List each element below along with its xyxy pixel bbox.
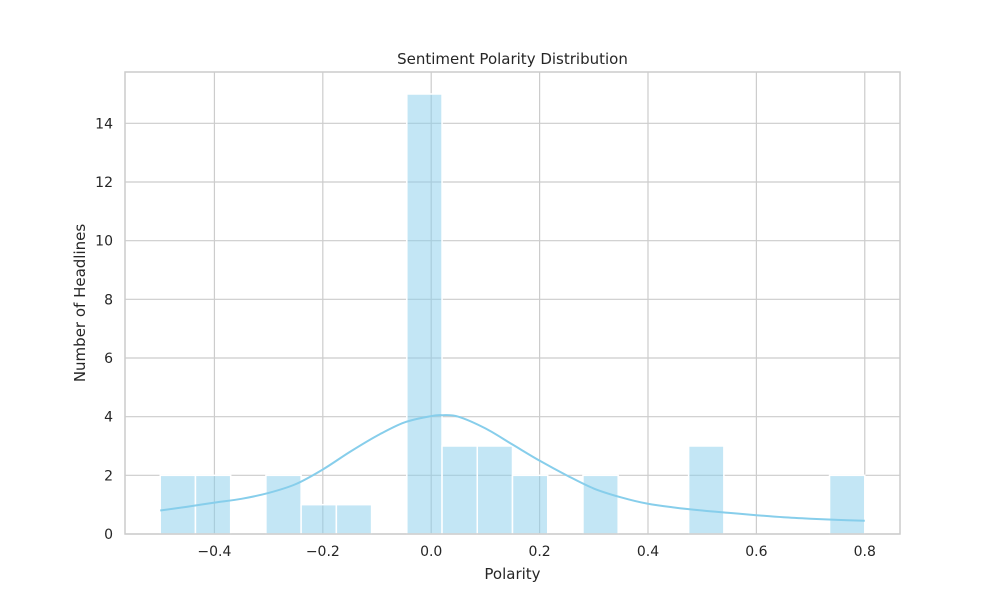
x-tick-label: 0.0 [420, 544, 442, 560]
x-axis-label: Polarity [484, 565, 540, 583]
histogram-bar [511, 474, 549, 535]
histogram-bar [335, 503, 373, 535]
y-tick-label: 8 [104, 292, 113, 308]
x-tick-label: 0.4 [637, 544, 659, 560]
y-tick-label: 4 [104, 410, 113, 426]
x-tick-label: 0.6 [745, 544, 767, 560]
y-tick-label: 10 [95, 234, 113, 250]
histogram-bar [406, 93, 443, 535]
y-tick-label: 6 [104, 351, 113, 367]
axes-frame [124, 71, 901, 535]
histogram-bars [159, 93, 866, 535]
histogram-bar [687, 445, 725, 535]
x-tick-label: −0.2 [306, 544, 340, 560]
x-tick-labels: −0.4 −0.2 0.0 0.2 0.4 0.6 0.8 [197, 544, 875, 560]
histogram-bar [476, 445, 514, 535]
y-tick-label: 14 [95, 116, 113, 132]
x-tick-label: −0.4 [197, 544, 231, 560]
kde-curve [160, 414, 865, 522]
x-tick-label: 0.2 [528, 544, 550, 560]
histogram-bar [441, 445, 479, 535]
histogram-bar [159, 474, 197, 535]
axes-border [124, 71, 901, 535]
kde-curve-group [160, 414, 865, 522]
histogram-bar [582, 474, 619, 535]
y-tick-labels: 0 2 4 6 8 10 12 14 [95, 116, 113, 543]
histogram-bar [828, 474, 866, 535]
x-tick-label: 0.8 [854, 544, 876, 560]
chart-title: Sentiment Polarity Distribution [397, 50, 628, 68]
y-tick-label: 12 [95, 175, 113, 191]
y-axis-label: Number of Headlines [71, 224, 89, 383]
grid-lines [125, 72, 900, 535]
histogram-bar [300, 503, 338, 535]
y-tick-label: 0 [104, 527, 113, 543]
y-tick-label: 2 [104, 468, 113, 484]
